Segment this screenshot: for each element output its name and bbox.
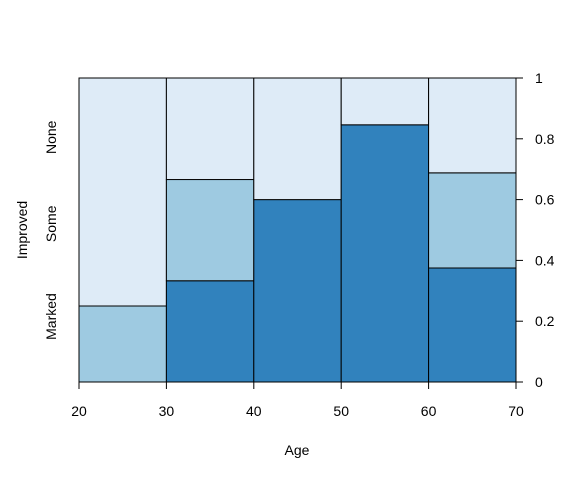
y-right-tick-label-1: 0.2 xyxy=(535,313,555,329)
x-tick-label-30: 30 xyxy=(159,403,175,419)
bar-none-bin-4 xyxy=(340,77,430,126)
bar-marked-bin-4 xyxy=(340,124,430,383)
y-left-category-label-marked: Marked xyxy=(43,293,59,340)
y-right-tick-label-3: 0.6 xyxy=(535,192,555,208)
bar-some-bin-5 xyxy=(428,172,517,269)
y-right-tick-label-5: 1 xyxy=(535,70,543,86)
bar-marked-bin-2 xyxy=(165,280,255,383)
x-tick-label-20: 20 xyxy=(71,403,87,419)
bar-marked-bin-3 xyxy=(253,199,342,383)
bar-none-bin-5 xyxy=(428,77,517,174)
x-tick-label-50: 50 xyxy=(333,403,349,419)
bar-some-bin-2 xyxy=(165,179,255,282)
y-right-tick-label-0: 0 xyxy=(535,374,543,390)
bar-none-bin-2 xyxy=(165,77,255,181)
y-left-category-label-some: Some xyxy=(43,205,59,242)
bar-none-bin-1 xyxy=(78,77,167,307)
bars-layer xyxy=(78,77,517,383)
bar-some-bin-1 xyxy=(78,305,167,383)
x-tick-label-40: 40 xyxy=(246,403,262,419)
bar-marked-bin-5 xyxy=(428,267,517,383)
y-left-category-label-none: None xyxy=(43,120,59,154)
x-tick-label-70: 70 xyxy=(508,403,524,419)
axes-layer: 20 30 40 50 60 70 0 0.2 0.4 0.6 0.8 1 Marked Some None xyxy=(43,70,555,419)
bar-none-bin-3 xyxy=(253,77,342,201)
x-tick-label-60: 60 xyxy=(421,403,437,419)
y-axis-label: Improved xyxy=(14,201,30,259)
y-right-tick-label-4: 0.8 xyxy=(535,131,555,147)
x-axis-label: Age xyxy=(285,442,310,458)
y-right-tick-label-2: 0.4 xyxy=(535,252,555,268)
